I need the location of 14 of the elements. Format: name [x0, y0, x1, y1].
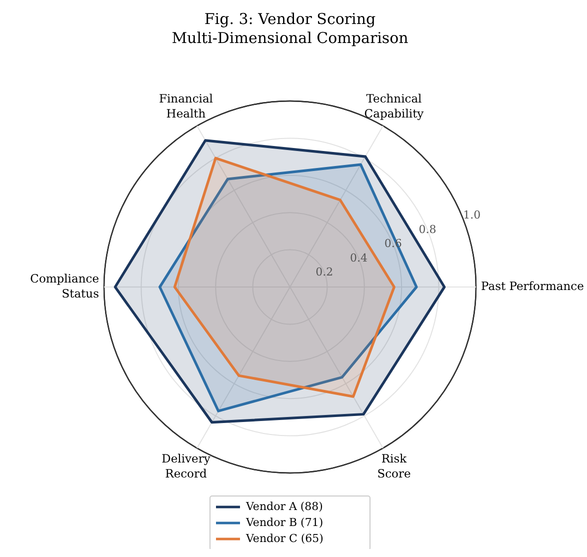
y-tick-label: 0.2: [316, 266, 334, 279]
spoke-label: Compliance Status: [30, 271, 100, 300]
spoke-label: Past Performance: [481, 278, 584, 293]
legend-label: Vendor A (88): [245, 500, 323, 513]
y-tick-label: 0.4: [350, 251, 368, 264]
legend-label: Vendor B (71): [245, 516, 324, 529]
chart-title: Fig. 3: Vendor Scoring Multi-Dimensional Comparison: [172, 10, 409, 47]
spoke-label: Technical Capability: [364, 91, 424, 120]
spoke-label: Risk Score: [377, 452, 411, 481]
y-tick-label: 0.8: [418, 222, 436, 236]
legend-label: Vendor C (65): [245, 532, 324, 545]
spoke-label: Delivery Record: [162, 452, 211, 481]
y-tick-label: 1.0: [463, 208, 481, 222]
spoke-label: Financial Health: [159, 91, 214, 120]
